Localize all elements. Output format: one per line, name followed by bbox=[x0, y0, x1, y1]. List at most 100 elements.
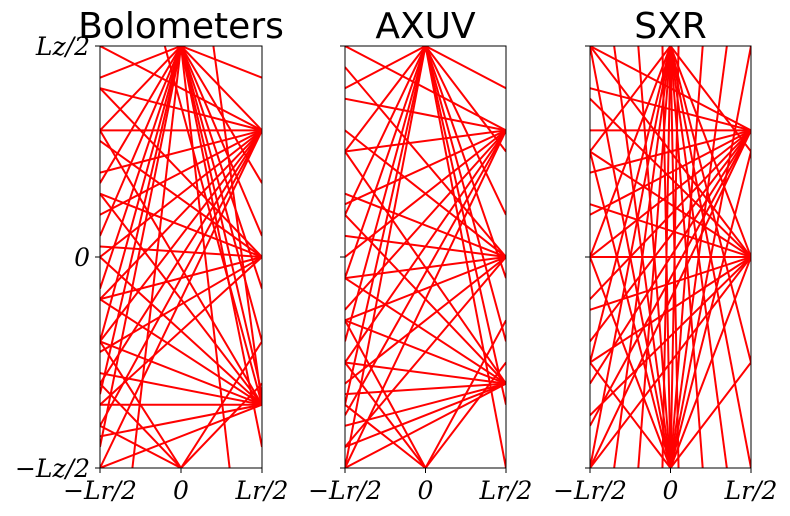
sightline-4-1 bbox=[345, 150, 506, 385]
sightline-5-5 bbox=[424, 361, 506, 468]
y-tick-label: 0 bbox=[74, 243, 90, 272]
sightline-5-1 bbox=[100, 340, 182, 468]
sightline-1-3 bbox=[590, 46, 672, 363]
sightline-3-3 bbox=[100, 192, 262, 258]
x-tick-label: 0 bbox=[418, 476, 434, 505]
sightline-2-1 bbox=[100, 46, 262, 132]
sightline-4-9 bbox=[637, 46, 672, 468]
sightline-3-6 bbox=[100, 256, 262, 353]
sightline-2-3 bbox=[345, 129, 506, 153]
sightline-4-12 bbox=[669, 46, 704, 468]
sightline-1-2 bbox=[100, 46, 182, 132]
sightline-1-2 bbox=[345, 46, 427, 153]
sightline-2-7 bbox=[590, 129, 751, 300]
x-tick-label: Lr/2 bbox=[479, 476, 533, 505]
sightline-5-2 bbox=[345, 361, 427, 468]
sightline-2-7 bbox=[100, 129, 262, 300]
x-tick-label: 0 bbox=[663, 476, 679, 505]
sightline-3-2 bbox=[100, 140, 262, 258]
sightline-3-3 bbox=[345, 192, 506, 258]
sightline-1-1 bbox=[100, 46, 182, 79]
sightline-4-8 bbox=[100, 403, 262, 438]
sightline-1-7 bbox=[100, 46, 182, 395]
sightline-4-2 bbox=[100, 193, 262, 406]
sightline-4-6 bbox=[669, 361, 751, 468]
sightline-3-7 bbox=[590, 256, 751, 364]
sightline-4-2 bbox=[345, 214, 506, 385]
sightline-2-1 bbox=[345, 46, 506, 132]
sightline-4-3 bbox=[590, 361, 672, 468]
panel-2: AXUV −Lr/2 0 Lr/2 bbox=[308, 6, 532, 505]
sightline-4-2 bbox=[590, 256, 672, 468]
sightline-2-6 bbox=[590, 129, 751, 258]
sightline-5-4 bbox=[180, 340, 262, 468]
x-tick-label: −Lr/2 bbox=[63, 476, 137, 505]
sightline-3-4 bbox=[345, 234, 506, 258]
sightline-4-11 bbox=[669, 46, 680, 468]
sightline-4-4 bbox=[669, 151, 751, 468]
sightline-2-6 bbox=[100, 129, 262, 258]
sightline-4-10 bbox=[661, 46, 672, 468]
sightline-4-6 bbox=[100, 372, 262, 406]
sightline-4-8 bbox=[345, 382, 506, 448]
x-tick-label: Lr/2 bbox=[724, 476, 778, 505]
sightline-2-4 bbox=[100, 129, 262, 174]
sightline-1-17 bbox=[131, 46, 182, 468]
sightline-5-1 bbox=[345, 319, 427, 468]
sightline-4-5 bbox=[100, 340, 262, 406]
sightlines bbox=[345, 46, 506, 468]
sightline-3-1 bbox=[100, 87, 262, 258]
sightline-1-3 bbox=[345, 46, 427, 216]
sightline-5-3 bbox=[345, 403, 427, 468]
sightline-3-6 bbox=[345, 256, 506, 322]
sightline-2-6 bbox=[345, 129, 506, 311]
sightline-2-4 bbox=[345, 129, 506, 206]
sightline-3-2 bbox=[590, 98, 751, 258]
sightline-3-1 bbox=[590, 46, 751, 258]
sightline-2-10 bbox=[590, 129, 751, 427]
sightline-5-5 bbox=[180, 382, 262, 468]
sightline-2-2 bbox=[590, 87, 751, 132]
panel-3: SXR −Lr/2 0 Lr/2 bbox=[553, 6, 777, 505]
sightline-4-3 bbox=[345, 277, 506, 385]
sightline-4-4 bbox=[100, 298, 262, 406]
sightline-1-9 bbox=[424, 46, 506, 153]
sightline-4-5 bbox=[345, 361, 506, 385]
sightline-2-8 bbox=[590, 129, 751, 343]
x-tick-label: −Lr/2 bbox=[308, 476, 382, 505]
sightline-1-15 bbox=[180, 46, 262, 395]
sightline-3-1 bbox=[345, 66, 506, 258]
sightline-4-1 bbox=[590, 151, 672, 468]
sightline-3-4 bbox=[590, 203, 751, 258]
sightline-3-6 bbox=[590, 256, 751, 311]
sightline-1-10 bbox=[424, 46, 506, 216]
y-tick-label: Lz/2 bbox=[35, 32, 90, 61]
x-tick-label: 0 bbox=[173, 476, 189, 505]
sightline-3-8 bbox=[590, 256, 751, 416]
sightline-4-3 bbox=[100, 256, 262, 406]
sightline-4-5 bbox=[669, 256, 751, 468]
sightline-3-7 bbox=[345, 256, 506, 385]
sightline-3-2 bbox=[345, 129, 506, 258]
panel-title: Bolometers bbox=[78, 6, 284, 47]
sightline-3-3 bbox=[590, 150, 751, 258]
sightline-3-9 bbox=[590, 256, 751, 468]
sightline-2-8 bbox=[100, 129, 262, 343]
sightline-4-14 bbox=[669, 46, 751, 468]
sightlines bbox=[590, 46, 751, 468]
sightline-4-1 bbox=[100, 129, 262, 406]
sightlines bbox=[100, 46, 262, 468]
sightline-4-6 bbox=[345, 382, 506, 396]
sightline-5-2 bbox=[100, 382, 182, 468]
sightline-4-9 bbox=[100, 403, 262, 468]
sightline-5-3 bbox=[100, 424, 182, 468]
sightline-4-9 bbox=[345, 382, 506, 468]
sightline-1-9 bbox=[180, 46, 262, 79]
panel-1: Bolometers −Lr/2 0 Lr/2 Lz/2 0 −Lz/2 bbox=[15, 6, 289, 505]
sightline-4-10 bbox=[163, 46, 262, 405]
sightline-4-7 bbox=[345, 382, 506, 427]
sightline-1-10 bbox=[180, 46, 262, 132]
x-tick-label: Lr/2 bbox=[235, 476, 289, 505]
sightline-2-2 bbox=[345, 97, 506, 132]
